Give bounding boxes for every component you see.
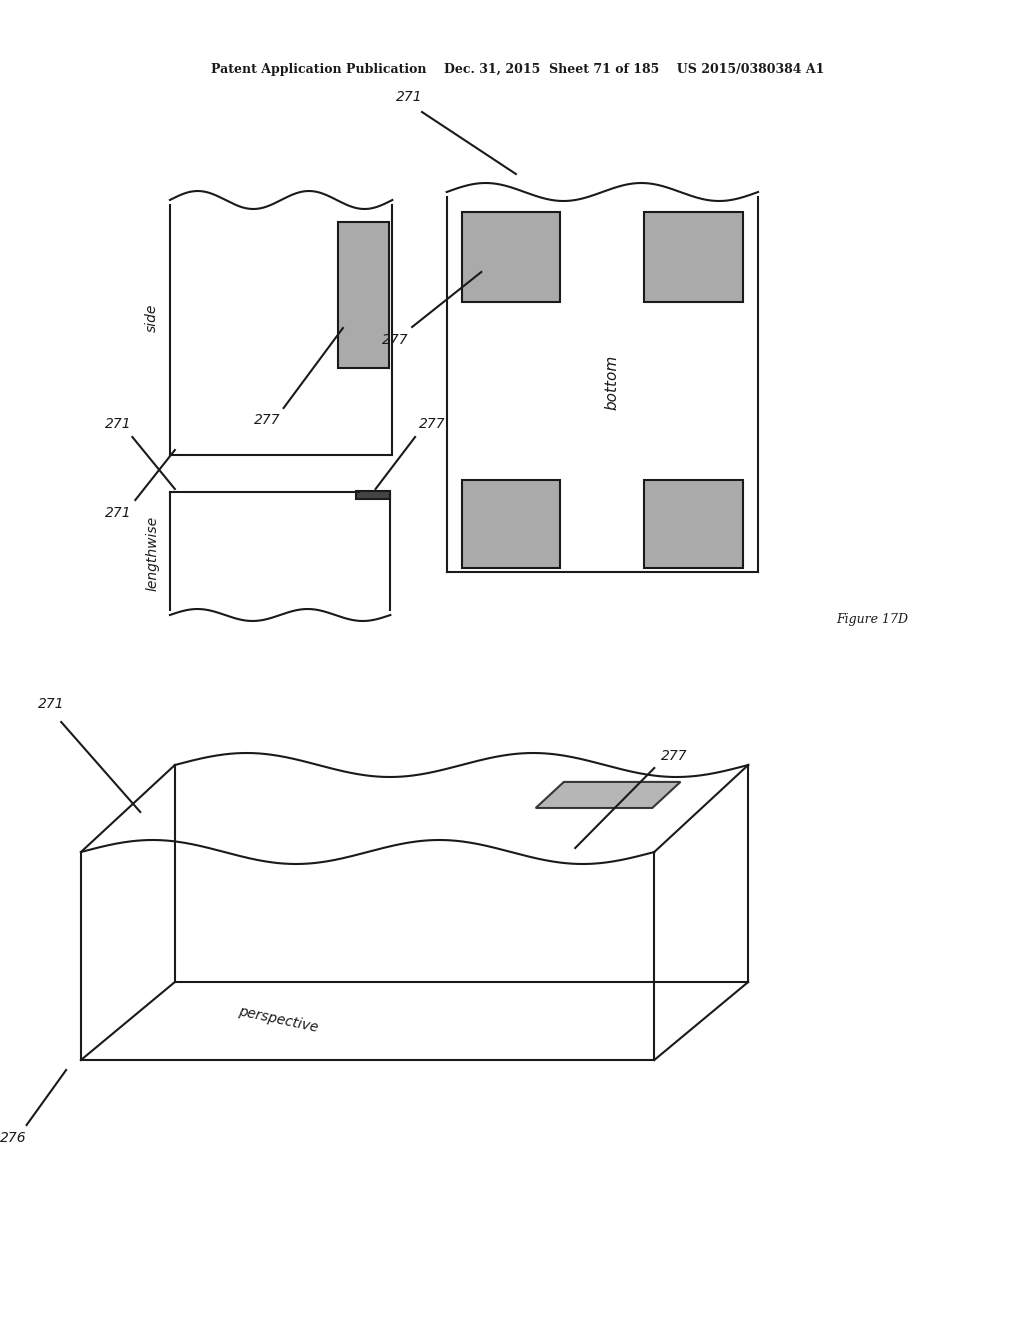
Bar: [338, 222, 389, 368]
Text: 271: 271: [105, 506, 132, 520]
Text: 276: 276: [0, 1131, 27, 1144]
Text: lengthwise: lengthwise: [145, 516, 159, 591]
Text: 271: 271: [38, 697, 65, 711]
Bar: [355, 491, 390, 499]
Text: 277: 277: [254, 413, 281, 426]
Text: 277: 277: [419, 417, 445, 432]
Text: 271: 271: [105, 417, 132, 432]
Text: bottom: bottom: [605, 354, 620, 409]
Text: 277: 277: [382, 333, 409, 347]
Text: Patent Application Publication    Dec. 31, 2015  Sheet 71 of 185    US 2015/0380: Patent Application Publication Dec. 31, …: [211, 63, 824, 77]
Text: side: side: [145, 304, 159, 331]
Text: 277: 277: [660, 748, 687, 763]
Bar: [462, 480, 560, 568]
Polygon shape: [536, 781, 681, 808]
Bar: [644, 213, 743, 302]
Text: perspective: perspective: [238, 1005, 319, 1035]
Text: Figure 17D: Figure 17D: [836, 614, 907, 627]
Text: 271: 271: [396, 90, 423, 104]
Bar: [644, 480, 743, 568]
Bar: [462, 213, 560, 302]
